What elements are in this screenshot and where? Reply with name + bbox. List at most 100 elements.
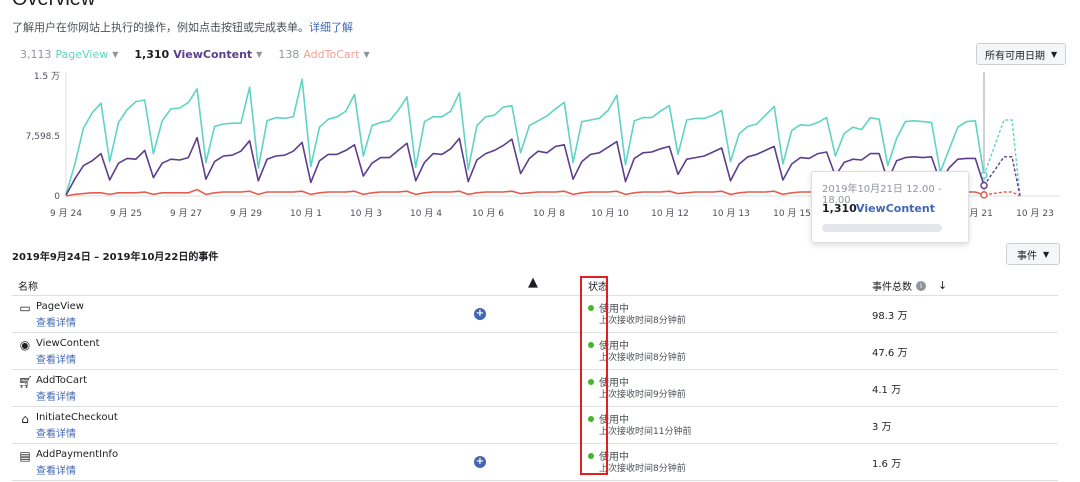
add-icon[interactable]: + xyxy=(474,308,486,320)
column-total-header[interactable]: 事件总数 i ↓ xyxy=(872,278,947,293)
x-tick-label: 10 月 6 xyxy=(472,208,504,219)
hover-point-addtocart xyxy=(980,191,988,199)
metric-tab-pageview[interactable]: 3,113 PageView ▼ xyxy=(20,48,118,61)
warning-icon[interactable]: ▲ xyxy=(528,275,538,290)
status-text: 使用中 xyxy=(599,378,629,389)
status-active-dot xyxy=(588,379,594,385)
column-status-header[interactable]: 状态 xyxy=(588,282,608,293)
event-total: 1.6 万 xyxy=(872,459,902,470)
events-line-chart: 1.5 万 7,598.5 0 9 月 24 9 月 25 9 月 27 9 月 29 10 … xyxy=(26,72,1060,219)
last-received-text: 上次接收时间11分钟前 xyxy=(599,427,692,437)
status-column-highlight-box xyxy=(580,276,608,475)
table-row[interactable]: ⌂ InitiateCheckout 查看详情 使用中 上次接收时间11分钟前 … xyxy=(12,407,1058,444)
x-tick-label: 10 月 23 xyxy=(1016,208,1054,219)
page-title: Overview xyxy=(12,0,95,11)
metric-count: 1,310 xyxy=(134,48,170,61)
metric-label: PageView xyxy=(55,48,109,61)
series-projection-addtocart xyxy=(983,191,1021,197)
page-icon: ▭ xyxy=(19,301,31,315)
view-details-link[interactable]: 查看详情 xyxy=(36,429,76,440)
hover-point-viewcontent xyxy=(980,181,988,190)
tooltip-date: 2019年10月21日 12.00 - 18.00 xyxy=(822,184,942,206)
x-tick-label: 10 月 8 xyxy=(533,208,565,219)
card-icon: ▤ xyxy=(19,449,31,463)
chevron-down-icon: ▼ xyxy=(1051,49,1058,59)
chart-tooltip: 2019年10月21日 12.00 - 18.00 1,310 ViewCont… xyxy=(811,171,969,243)
x-tick-label: 9 月 24 xyxy=(50,208,82,219)
status-active-dot xyxy=(588,453,594,459)
x-tick-label: 9 月 29 xyxy=(230,208,262,219)
status-text: 使用中 xyxy=(599,452,629,463)
sort-down-arrow-icon[interactable]: ↓ xyxy=(938,279,948,292)
event-name: InitiateCheckout xyxy=(36,412,118,423)
x-tick-label: 9 月 27 xyxy=(170,208,202,219)
table-header: 名称 ▲ 状态 事件总数 i ↓ xyxy=(12,274,1058,296)
metric-tab-viewcontent[interactable]: 1,310 ViewContent ▼ xyxy=(134,48,262,61)
learn-more-link[interactable]: 详细了解 xyxy=(309,21,353,34)
status-active-dot xyxy=(588,305,594,311)
status-text: 使用中 xyxy=(599,304,629,315)
status-text: 使用中 xyxy=(599,415,629,426)
x-tick-label: 10 月 3 xyxy=(350,208,382,219)
view-details-link[interactable]: 查看详情 xyxy=(36,355,76,366)
metric-label: ViewContent xyxy=(173,48,253,61)
y-tick-label: 7,598.5 xyxy=(26,132,60,142)
series-projection-viewcontent xyxy=(983,156,1021,197)
y-tick-label: 0 xyxy=(54,192,60,202)
events-filter-dropdown[interactable]: 事件 ▼ xyxy=(1006,243,1061,265)
series-projection-pageview xyxy=(983,119,1021,197)
series-line-viewcontent xyxy=(65,136,985,196)
event-name: PageView xyxy=(36,301,84,312)
table-row[interactable]: ▤ AddPaymentInfo 查看详情 + 使用中 上次接收时间8分钟前 1… xyxy=(12,444,1058,481)
view-details-link[interactable]: 查看详情 xyxy=(36,466,76,477)
date-range-label: 所有可用日期 xyxy=(985,50,1045,62)
date-range-dropdown[interactable]: 所有可用日期 ▼ xyxy=(976,43,1067,65)
x-tick-label: 10 月 10 xyxy=(591,208,629,219)
chevron-down-icon: ▼ xyxy=(112,50,119,59)
metric-label: AddToCart xyxy=(303,48,360,61)
chevron-down-icon: ▼ xyxy=(256,50,263,59)
table-row[interactable]: 🛒︎ AddToCart 查看详情 使用中 上次接收时间9分钟前 4.1 万 xyxy=(12,370,1058,407)
event-name: ViewContent xyxy=(36,338,100,349)
info-icon[interactable]: i xyxy=(916,280,926,291)
tooltip-series: ViewContent xyxy=(856,202,935,215)
events-filter-label: 事件 xyxy=(1017,250,1037,262)
y-tick-label: 1.5 万 xyxy=(34,72,60,82)
basket-icon: ⌂ xyxy=(21,412,29,426)
page-subtitle: 了解用户在你网站上执行的操作，例如点击按钮或完成表单。详细了解 xyxy=(12,19,353,35)
metric-count: 3,113 xyxy=(20,48,52,61)
events-heading: 2019年9月24日 – 2019年10月22日的事件 xyxy=(12,252,219,263)
event-total: 3 万 xyxy=(872,422,892,433)
table-row[interactable]: ▭ PageView 查看详情 + 使用中 上次接收时间8分钟前 98.3 万 xyxy=(12,296,1058,333)
status-active-dot xyxy=(588,342,594,348)
event-total: 47.6 万 xyxy=(872,348,908,359)
metric-tabs: 3,113 PageView ▼ 1,310 ViewContent ▼ 138… xyxy=(20,48,370,61)
status-text: 使用中 xyxy=(599,341,629,352)
last-received-text: 上次接收时间8分钟前 xyxy=(599,464,686,474)
x-tick-label: 10 月 21 xyxy=(955,208,993,219)
cart-icon: 🛒︎ xyxy=(18,375,34,389)
x-tick-label: 10 月 12 xyxy=(651,208,689,219)
eye-icon: ◉ xyxy=(19,338,31,352)
chevron-down-icon: ▼ xyxy=(1043,249,1050,259)
x-tick-label: 10 月 4 xyxy=(410,208,442,219)
metric-count: 138 xyxy=(278,48,300,61)
x-tick-label: 10 月 15 xyxy=(773,208,811,219)
add-icon[interactable]: + xyxy=(474,456,486,468)
chevron-down-icon: ▼ xyxy=(363,50,370,59)
column-name-header[interactable]: 名称 xyxy=(18,282,38,293)
event-total: 4.1 万 xyxy=(872,385,902,396)
x-tick-label: 9 月 25 xyxy=(110,208,142,219)
last-received-text: 上次接收时间8分钟前 xyxy=(599,353,686,363)
series-line-pageview xyxy=(65,78,985,195)
last-received-text: 上次接收时间8分钟前 xyxy=(599,316,686,326)
event-name: AddToCart xyxy=(36,375,88,386)
tooltip-blurred-text xyxy=(822,224,942,232)
event-total: 98.3 万 xyxy=(872,311,908,322)
event-name: AddPaymentInfo xyxy=(36,449,119,460)
tooltip-value: 1,310 xyxy=(822,202,857,215)
metric-tab-addtocart[interactable]: 138 AddToCart ▼ xyxy=(278,48,369,61)
view-details-link[interactable]: 查看详情 xyxy=(36,392,76,403)
view-details-link[interactable]: 查看详情 xyxy=(36,318,76,329)
table-row[interactable]: ◉ ViewContent 查看详情 使用中 上次接收时间8分钟前 47.6 万 xyxy=(12,333,1058,370)
